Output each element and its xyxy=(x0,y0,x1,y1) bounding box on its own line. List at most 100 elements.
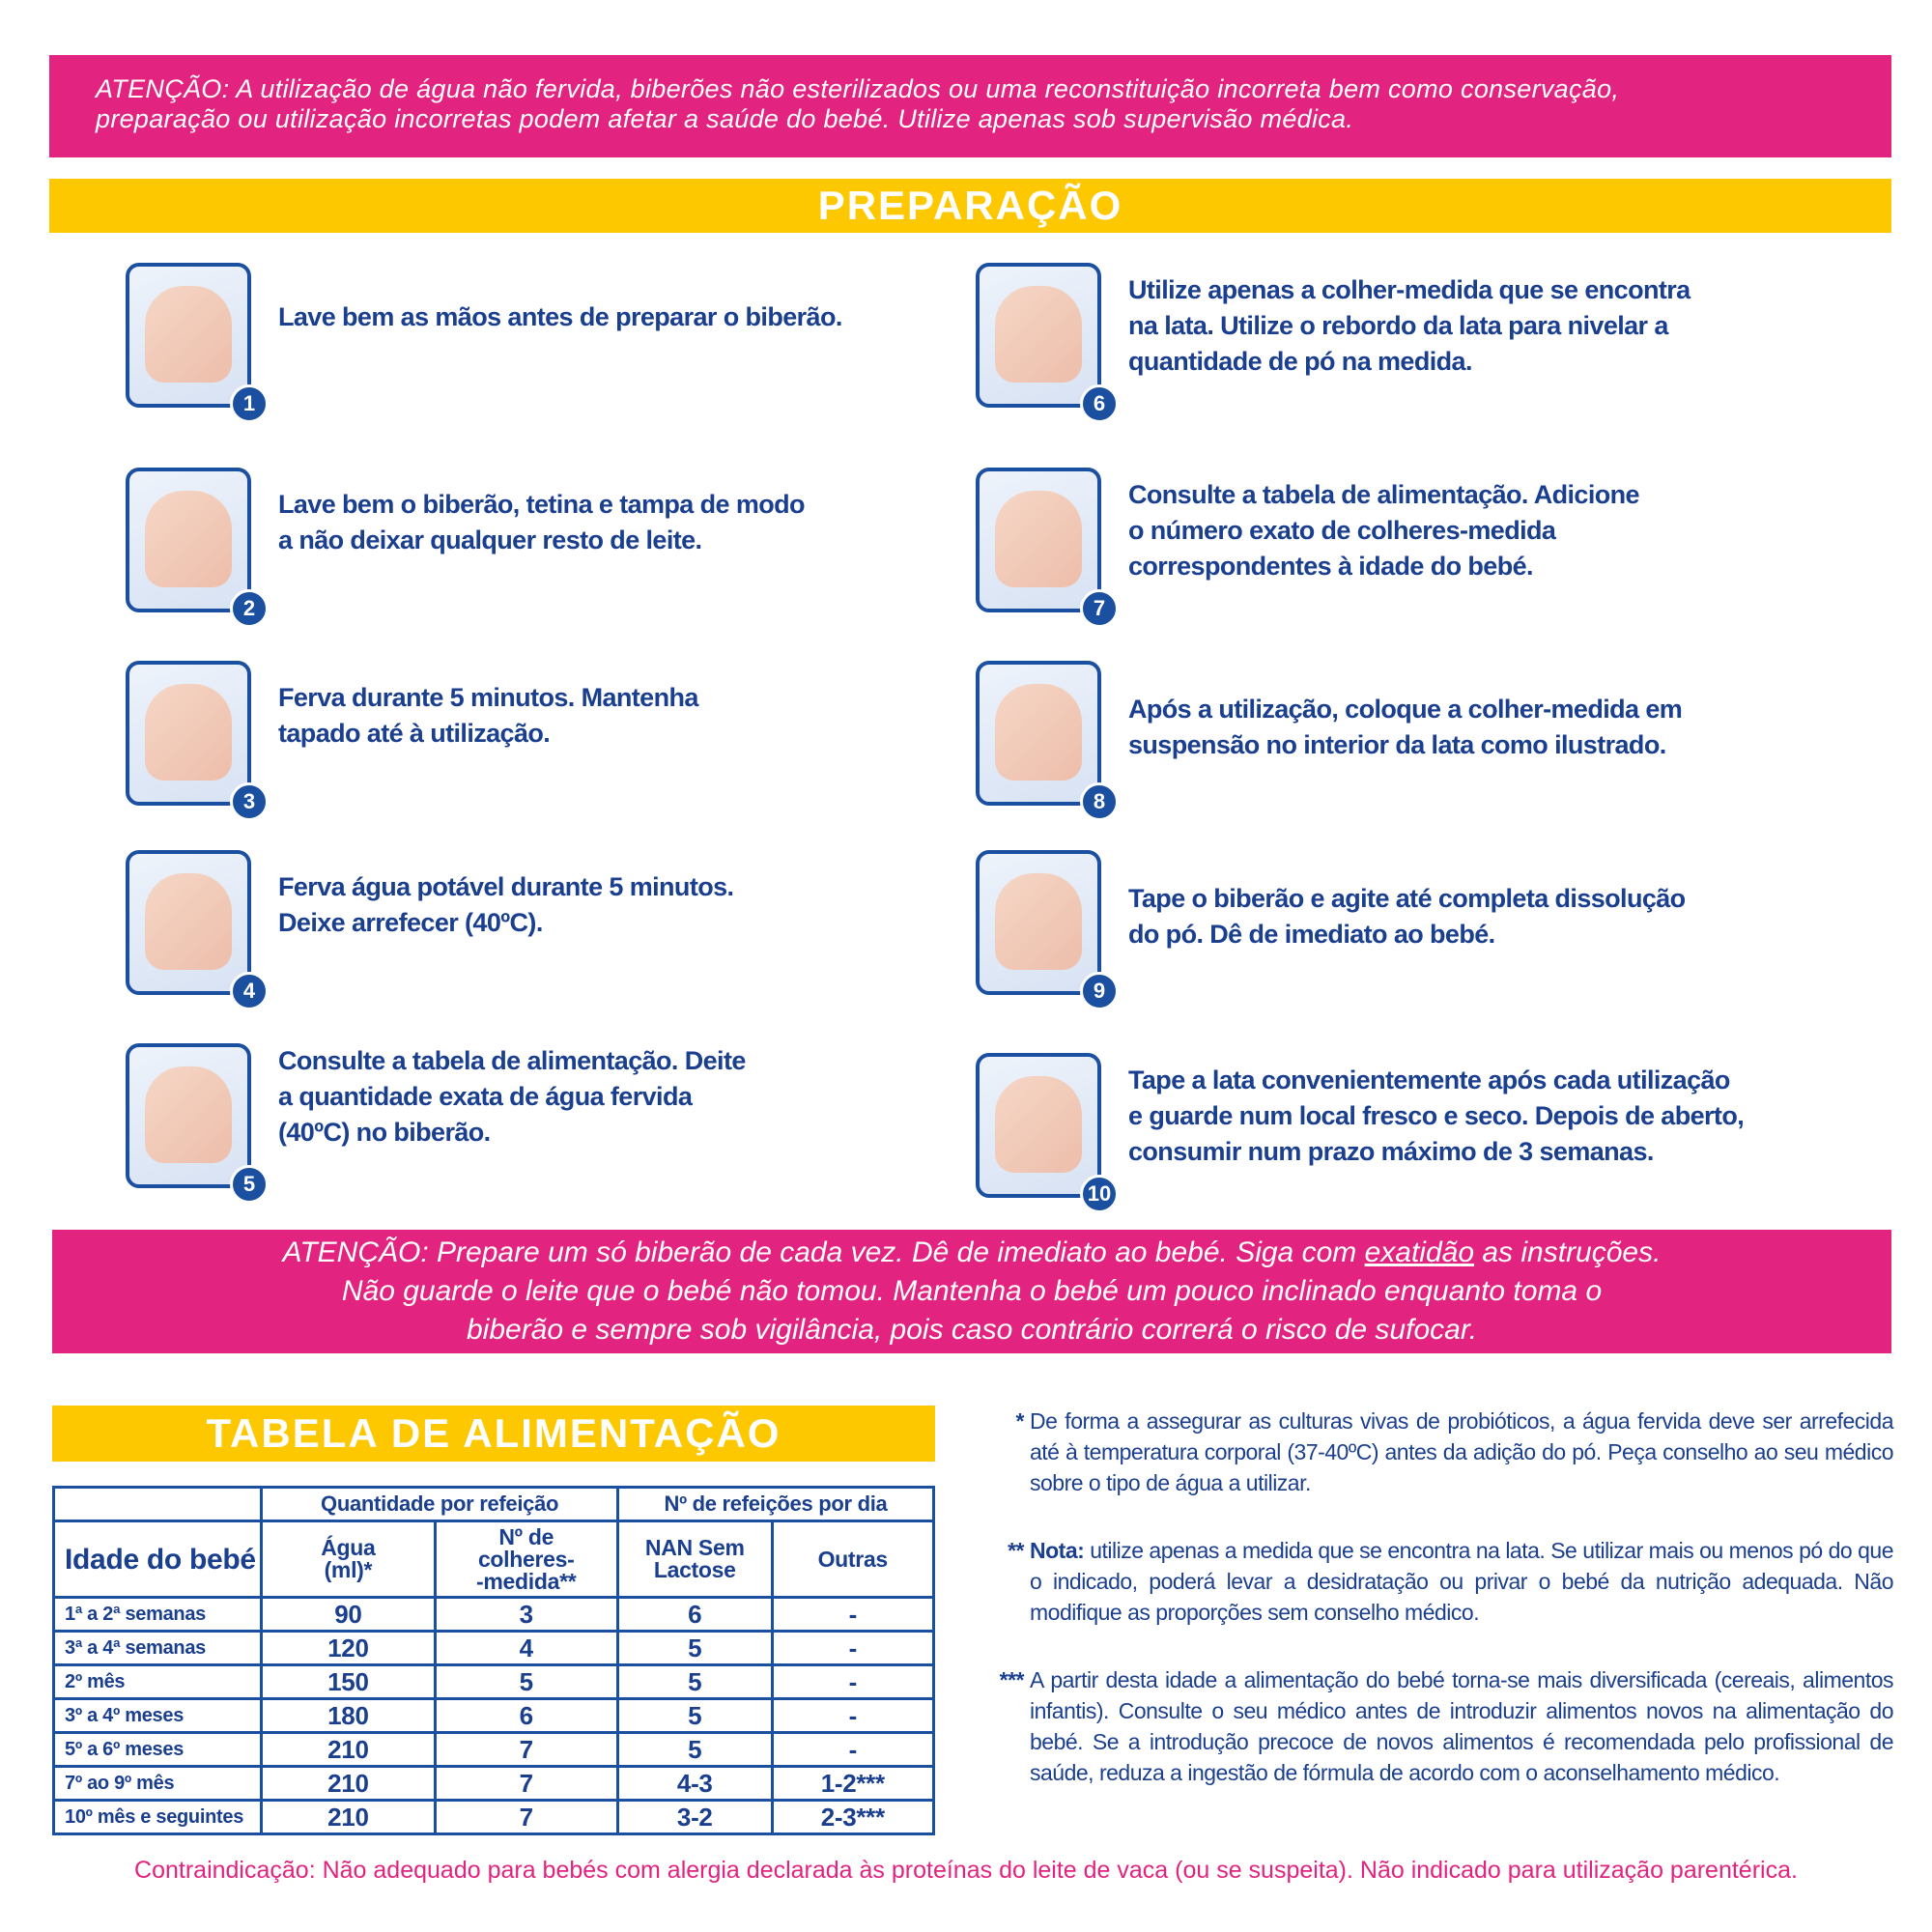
preparation-title: PREPARAÇÃO xyxy=(49,179,1891,233)
step-number-badge: 2 xyxy=(230,589,269,628)
footnote-mark: ** xyxy=(1008,1538,1024,1563)
step-text: Lave bem o biberão, tetina e tampa de mo… xyxy=(278,487,806,558)
table-row: 2º mês 150 5 5- xyxy=(51,1663,936,1700)
step-text-line: na lata. Utilize o rebordo da lata para … xyxy=(1128,311,1668,340)
table-row: 3ª a 4ª semanas 120 4 5- xyxy=(51,1630,936,1666)
step-text: Ferva água potável durante 5 minutos. Dei… xyxy=(278,869,734,941)
footnote-label: Nota: xyxy=(1030,1538,1085,1563)
header-line: (ml)* xyxy=(324,1557,373,1582)
footnote: * De forma a assegurar as culturas vivas … xyxy=(985,1406,1894,1498)
step-text-line: Ferva água potável durante 5 minutos. xyxy=(278,872,734,901)
step-text: Consulte a tabela de alimentação. Deite a… xyxy=(278,1043,746,1151)
age-cell: 2º mês xyxy=(51,1663,264,1700)
step-text-line: a quantidade exata de água fervida xyxy=(278,1082,693,1111)
scoops-cell: 4 xyxy=(433,1630,619,1666)
illustration xyxy=(995,286,1082,383)
age-cell: 3ª a 4ª semanas xyxy=(51,1630,264,1666)
step-10: 10 Tape a lata convenientemente após cada… xyxy=(976,1053,1845,1217)
bottle-cleaning-icon xyxy=(126,468,251,612)
step-text-line: Utilize apenas a colher-medida que se en… xyxy=(1128,275,1690,304)
header-line: colheres- xyxy=(477,1546,575,1572)
warning-text: biberão e sempre sob vigilância, pois ca… xyxy=(466,1314,1478,1346)
header-nan: NAN Sem Lactose xyxy=(615,1520,774,1599)
scoop-storage-icon xyxy=(976,661,1101,806)
scoops-cell: 7 xyxy=(433,1799,619,1835)
footnote-text: utilize apenas a medida que se encontra … xyxy=(1030,1538,1894,1625)
step-text-line: consumir num prazo máximo de 3 semanas. xyxy=(1128,1137,1654,1166)
kettle-timer-icon xyxy=(126,850,251,995)
header-line: Água xyxy=(321,1535,376,1560)
age-cell: 1ª a 2ª semanas xyxy=(51,1596,264,1633)
age-cell: 10º mês e seguintes xyxy=(51,1799,264,1835)
step-1: 1 Lave bem as mãos antes de preparar o bi… xyxy=(126,263,995,427)
scoops-cell: 7 xyxy=(433,1765,619,1802)
warning-text: ATENÇÃO: Prepare um só biberão de cada v… xyxy=(282,1236,1365,1268)
table-row: 1ª a 2ª semanas 90 3 6- xyxy=(51,1596,936,1633)
others-cell: - xyxy=(770,1663,936,1700)
age-cell: 5º a 6º meses xyxy=(51,1731,264,1768)
scoops-cell: 3 xyxy=(433,1596,619,1633)
header-others: Outras xyxy=(770,1520,936,1599)
age-cell: 7º ao 9º mês xyxy=(51,1765,264,1802)
header-water: Água (ml)* xyxy=(260,1520,437,1599)
step-text: Lave bem as mãos antes de preparar o bib… xyxy=(278,299,842,335)
step-text-line: Ferva durante 5 minutos. Mantenha xyxy=(278,683,698,712)
illustration xyxy=(995,873,1082,970)
scoops-cell: 5 xyxy=(433,1663,619,1700)
add-powder-bottle-icon xyxy=(976,468,1101,612)
water-cell: 210 xyxy=(260,1731,437,1768)
illustration xyxy=(995,491,1082,587)
feeding-table-title: TABELA DE ALIMENTAÇÃO xyxy=(52,1406,935,1462)
step-text: Utilize apenas a colher-medida que se en… xyxy=(1128,272,1690,380)
group-header-meals: Nº de refeições por dia xyxy=(615,1486,936,1522)
others-cell: - xyxy=(770,1630,936,1666)
step-3: 3 Ferva durante 5 minutos. Mantenha tapado… xyxy=(126,661,995,825)
others-cell: 2-3*** xyxy=(770,1799,936,1835)
step-text: Tape a lata convenientemente após cada u… xyxy=(1128,1063,1745,1170)
feeding-table: Quantidade por refeição Nº de refeições … xyxy=(51,1486,936,1835)
step-text: Ferva durante 5 minutos. Mantenha tapado … xyxy=(278,680,698,752)
step-text-line: do pó. Dê de imediato ao bebé. xyxy=(1128,920,1495,949)
illustration xyxy=(995,684,1082,781)
header-age: Idade do bebé xyxy=(51,1520,264,1599)
step-text-line: Tape o biberão e agite até completa diss… xyxy=(1128,884,1686,913)
scoop-leveling-icon xyxy=(976,263,1101,408)
step-text-line: Tape a lata convenientemente após cada u… xyxy=(1128,1065,1730,1094)
nan-cell: 5 xyxy=(615,1630,774,1666)
step-7: 7 Consulte a tabela de alimentação. Adici… xyxy=(976,468,1845,632)
scoops-cell: 6 xyxy=(433,1697,619,1734)
step-9: 9 Tape o biberão e agite até completa dis… xyxy=(976,850,1845,1014)
footnote-mark: *** xyxy=(999,1667,1025,1692)
others-cell: 1-2*** xyxy=(770,1765,936,1802)
others-cell: - xyxy=(770,1596,936,1633)
warning-line: preparação ou utilização incorretas pode… xyxy=(96,104,1354,133)
warning-line: ATENÇÃO: A utilização de água não fervid… xyxy=(96,74,1620,103)
warning-banner-top: ATENÇÃO: A utilização de água não fervid… xyxy=(49,55,1891,157)
step-text-line: tapado até à utilização. xyxy=(278,719,551,748)
step-number-badge: 7 xyxy=(1080,589,1119,628)
others-cell: - xyxy=(770,1731,936,1768)
step-number-badge: 10 xyxy=(1080,1175,1119,1213)
footnote-text: A partir desta idade a alimentação do be… xyxy=(1030,1667,1894,1785)
step-text: Tape o biberão e agite até completa diss… xyxy=(1128,881,1686,952)
nan-cell: 5 xyxy=(615,1697,774,1734)
water-cell: 210 xyxy=(260,1799,437,1835)
age-cell: 3º a 4º meses xyxy=(51,1697,264,1734)
illustration xyxy=(145,491,232,587)
warning-underlined: exatidão xyxy=(1364,1236,1475,1268)
warning-text: as instruções. xyxy=(1474,1236,1662,1268)
step-text-line: Consulte a tabela de alimentação. Deite xyxy=(278,1046,746,1075)
step-text: Consulte a tabela de alimentação. Adicio… xyxy=(1128,477,1640,584)
water-cell: 90 xyxy=(260,1596,437,1633)
pour-water-bottle-icon xyxy=(126,1043,251,1188)
nan-cell: 3-2 xyxy=(615,1799,774,1835)
header-line: -medida** xyxy=(476,1568,577,1594)
step-number-badge: 3 xyxy=(230,782,269,821)
step-number-badge: 1 xyxy=(230,384,269,423)
step-number-badge: 9 xyxy=(1080,972,1119,1010)
footnote-text: De forma a assegurar as culturas vivas d… xyxy=(1030,1408,1894,1495)
illustration xyxy=(995,1076,1082,1173)
footnote: ** Nota: utilize apenas a medida que se e… xyxy=(985,1535,1893,1628)
step-text-line: quantidade de pó na medida. xyxy=(1128,347,1472,376)
header-line: NAN Sem xyxy=(644,1535,745,1560)
